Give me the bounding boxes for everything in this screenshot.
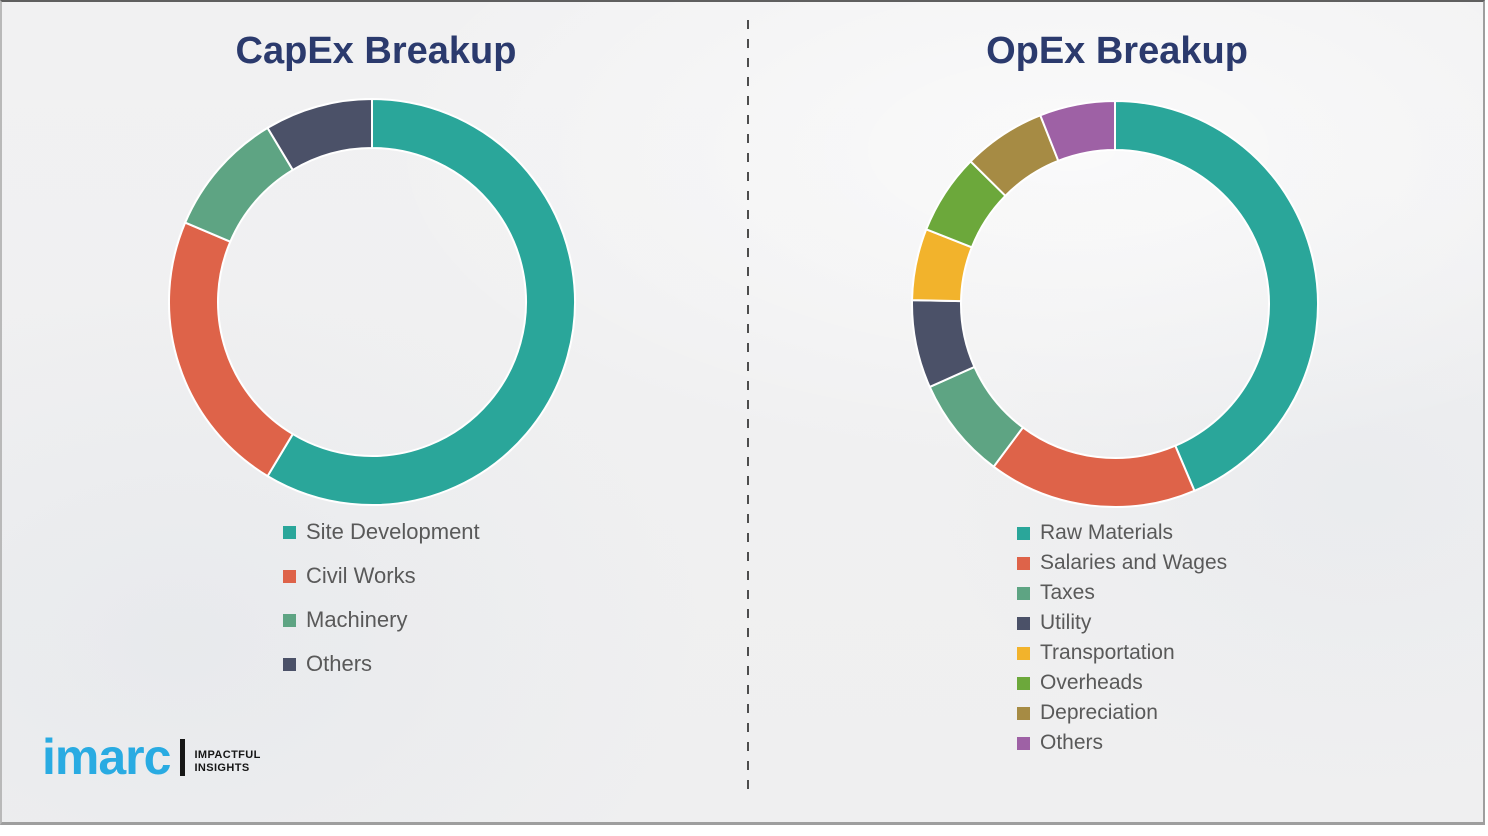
legend-item-overheads: Overheads <box>1017 668 1227 698</box>
donut-segment-civil-works <box>167 221 295 478</box>
logo-tagline-line1: IMPACTFUL <box>194 748 261 761</box>
legend-item-salaries-and-wages: Salaries and Wages <box>1017 548 1227 578</box>
opex-legend: Raw Materials Salaries and Wages Taxes Util… <box>1017 518 1227 758</box>
donut-segment-others <box>1038 99 1116 163</box>
donut-segment-machinery <box>183 126 295 244</box>
legend-swatch-civil-works <box>283 569 296 583</box>
legend-swatch-taxes <box>1017 586 1030 600</box>
legend-label: Others <box>306 651 373 676</box>
legend-swatch-overheads <box>1017 676 1030 690</box>
legend-label: Taxes <box>1040 581 1095 604</box>
legend-label: Raw Materials <box>1040 521 1174 544</box>
legend-swatch-others <box>1017 736 1030 750</box>
legend-item-civil-works: Civil Works <box>283 554 480 598</box>
legend-label: Civil Works <box>306 563 416 588</box>
legend-swatch-site-development <box>283 525 296 539</box>
legend-swatch-depreciation <box>1017 706 1030 720</box>
capex-donut-chart <box>167 97 577 507</box>
legend-label: Depreciation <box>1040 701 1158 724</box>
legend-item-transportation: Transportation <box>1017 638 1227 668</box>
legend-label: Site Development <box>306 519 480 544</box>
legend-label: Machinery <box>306 607 408 632</box>
legend-label: Overheads <box>1040 671 1143 694</box>
legend-swatch-salaries-and-wages <box>1017 556 1030 570</box>
legend-label: Salaries and Wages <box>1040 551 1228 574</box>
legend-swatch-machinery <box>283 613 296 627</box>
imarc-logo: imarc IMPACTFUL INSIGHTS <box>42 729 261 785</box>
legend-swatch-utility <box>1017 616 1030 630</box>
imarc-logo-text: imarc <box>42 729 171 785</box>
legend-item-others: Others <box>283 642 480 686</box>
capex-title: CapEx Breakup <box>235 30 517 72</box>
logo-tagline: IMPACTFUL INSIGHTS <box>194 749 260 779</box>
legend-item-others: Others <box>1017 728 1227 758</box>
donut-segment-raw-materials <box>1114 99 1320 493</box>
legend-label: Utility <box>1040 611 1092 634</box>
legend-swatch-others <box>283 657 296 671</box>
legend-swatch-transportation <box>1017 646 1030 660</box>
opex-donut-chart <box>910 99 1320 509</box>
capex-breakup-svg <box>167 97 576 506</box>
donut-segment-others <box>266 97 373 172</box>
legend-item-utility: Utility <box>1017 608 1227 638</box>
opex-breakup-svg <box>911 99 1320 509</box>
logo-divider-bar <box>180 739 186 776</box>
opex-title: OpEx Breakup <box>986 30 1248 72</box>
legend-label: Others <box>1040 731 1104 754</box>
donut-segment-site-development <box>266 97 576 506</box>
legend-swatch-raw-materials <box>1017 526 1030 540</box>
donut-segment-salaries-and-wages <box>992 426 1196 509</box>
logo-tagline-line2: INSIGHTS <box>194 762 250 775</box>
legend-item-depreciation: Depreciation <box>1017 698 1227 728</box>
legend-item-site-development: Site Development <box>283 510 480 554</box>
legend-item-machinery: Machinery <box>283 598 480 642</box>
panel-divider-dashed-line <box>747 20 749 794</box>
legend-item-taxes: Taxes <box>1017 578 1227 608</box>
legend-label: Transportation <box>1040 641 1175 664</box>
legend-item-raw-materials: Raw Materials <box>1017 518 1227 548</box>
capex-legend: Site Development Civil Works Machinery Othe… <box>283 510 480 686</box>
